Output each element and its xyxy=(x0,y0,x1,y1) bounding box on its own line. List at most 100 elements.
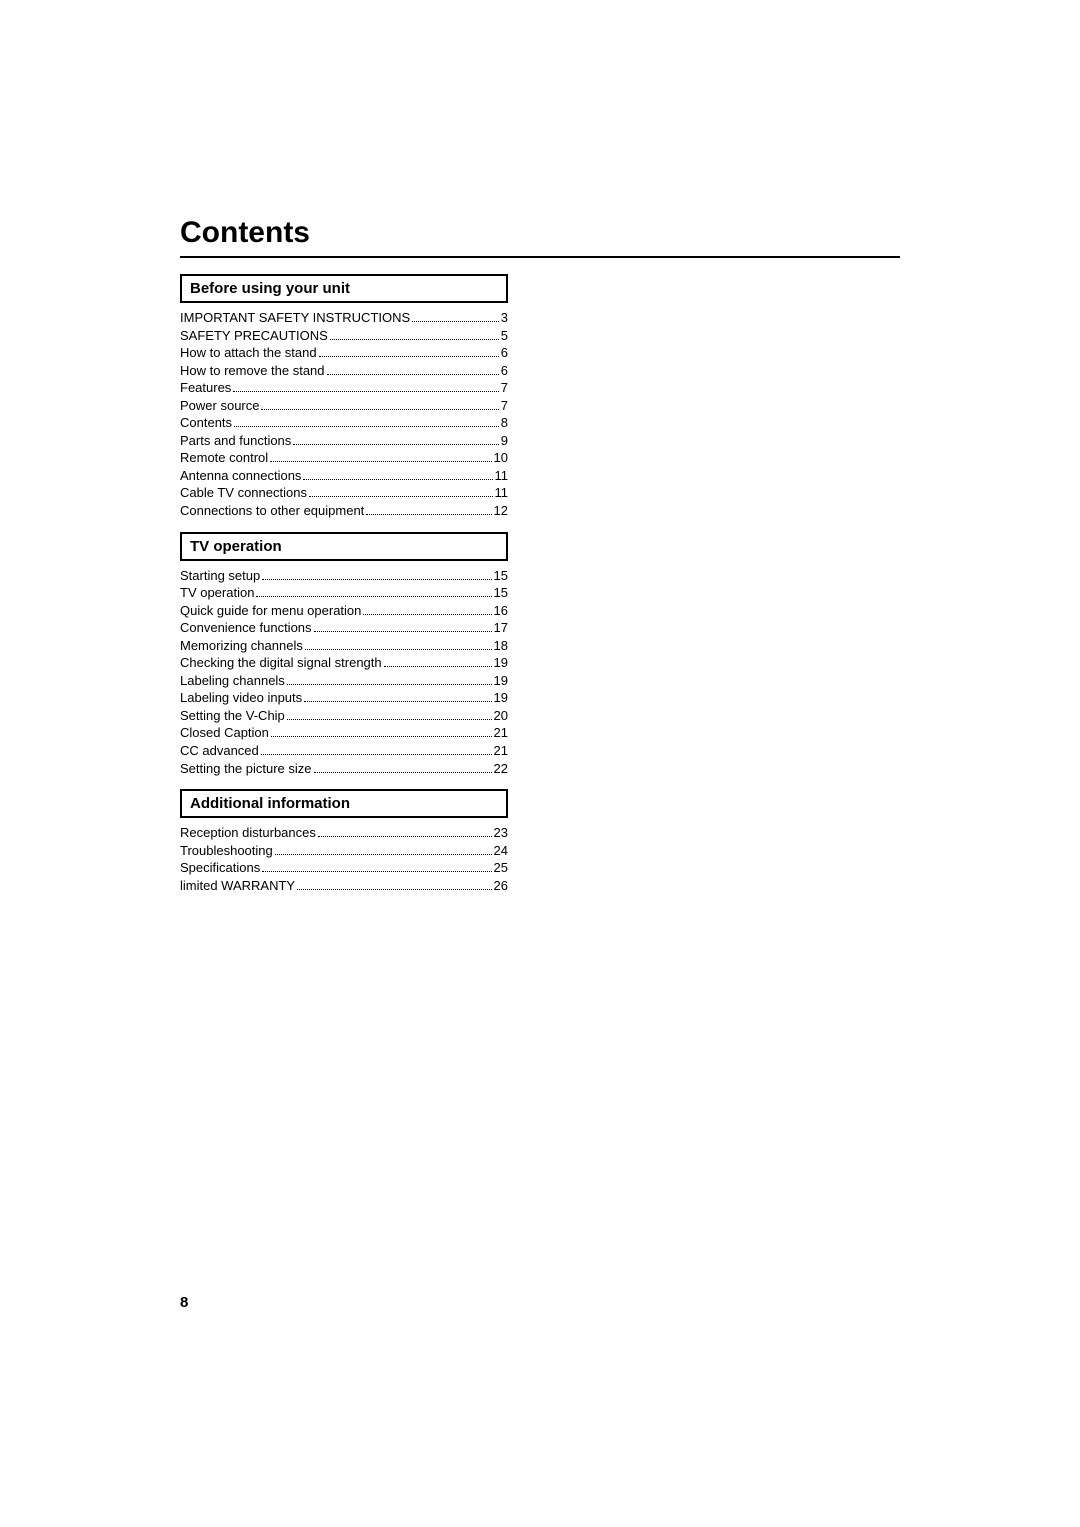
toc-page: 21 xyxy=(494,724,508,742)
toc-dots xyxy=(412,321,499,322)
toc-block-tv-operation: Starting setup 15 TV operation15 Quick gu… xyxy=(180,567,508,778)
toc-block-before-using: IMPORTANT SAFETY INSTRUCTIONS3 SAFETY PR… xyxy=(180,309,508,520)
toc-label: Closed Caption xyxy=(180,724,269,742)
toc-dots xyxy=(262,871,491,872)
toc-row: How to remove the stand6 xyxy=(180,362,508,380)
toc-label: How to attach the stand xyxy=(180,344,317,362)
toc-row: Antenna connections11 xyxy=(180,467,508,485)
toc-label: Connections to other equipment xyxy=(180,502,364,520)
toc-dots xyxy=(287,684,492,685)
toc-label: Features xyxy=(180,379,231,397)
toc-page: 5 xyxy=(501,327,508,345)
section-header-label: TV operation xyxy=(190,538,282,555)
toc-row: IMPORTANT SAFETY INSTRUCTIONS3 xyxy=(180,309,508,327)
toc-label: Quick guide for menu operation xyxy=(180,602,361,620)
toc-page: 8 xyxy=(501,414,508,432)
toc-page: 19 xyxy=(494,689,508,707)
section-header-before-using: Before using your unit xyxy=(180,274,508,303)
toc-label: Convenience functions xyxy=(180,619,312,637)
toc-dots xyxy=(234,426,499,427)
page-title: Contents xyxy=(180,216,900,250)
toc-row: Cable TV connections11 xyxy=(180,484,508,502)
toc-label: Parts and functions xyxy=(180,432,291,450)
toc-dots xyxy=(319,356,499,357)
toc-dots xyxy=(233,391,498,392)
toc-page: 7 xyxy=(501,379,508,397)
toc-label: Setting the V-Chip xyxy=(180,707,285,725)
toc-page: 15 xyxy=(494,584,508,602)
toc-page: 25 xyxy=(494,859,508,877)
toc-page: 19 xyxy=(494,654,508,672)
toc-dots xyxy=(271,736,492,737)
section-header-label: Additional information xyxy=(190,795,350,812)
section-header-tv-operation: TV operation xyxy=(180,532,508,561)
toc-row: limited WARRANTY 26 xyxy=(180,877,508,895)
toc-label: Specifications xyxy=(180,859,260,877)
toc-row: TV operation15 xyxy=(180,584,508,602)
toc-row: Quick guide for menu operation 16 xyxy=(180,602,508,620)
toc-row: Reception disturbances23 xyxy=(180,824,508,842)
toc-dots xyxy=(384,666,492,667)
toc-page: 3 xyxy=(501,309,508,327)
toc-row: Parts and functions9 xyxy=(180,432,508,450)
toc-page: 20 xyxy=(494,707,508,725)
toc-row: Setting the V-Chip 20 xyxy=(180,707,508,725)
toc-dots xyxy=(330,339,499,340)
toc-dots xyxy=(262,579,491,580)
section-header-additional-information: Additional information xyxy=(180,789,508,818)
toc-dots xyxy=(309,496,493,497)
toc-dots xyxy=(314,631,492,632)
toc-row: Features 7 xyxy=(180,379,508,397)
page-content: Contents Before using your unit IMPORTAN… xyxy=(180,216,900,906)
toc-label: Remote control xyxy=(180,449,268,467)
toc-label: Troubleshooting xyxy=(180,842,273,860)
toc-dots xyxy=(261,754,492,755)
toc-block-additional-information: Reception disturbances23 Troubleshooting… xyxy=(180,824,508,894)
toc-row: Closed Caption 21 xyxy=(180,724,508,742)
toc-row: Starting setup 15 xyxy=(180,567,508,585)
toc-label: limited WARRANTY xyxy=(180,877,295,895)
toc-dots xyxy=(304,701,491,702)
toc-page: 10 xyxy=(494,449,508,467)
toc-dots xyxy=(261,409,498,410)
toc-page: 6 xyxy=(501,362,508,380)
toc-dots xyxy=(303,479,492,480)
toc-dots xyxy=(256,596,491,597)
page-number: 8 xyxy=(180,1294,188,1311)
toc-dots xyxy=(327,374,499,375)
toc-label: Cable TV connections xyxy=(180,484,307,502)
toc-label: Checking the digital signal strength xyxy=(180,654,382,672)
toc-dots xyxy=(270,461,491,462)
toc-label: Power source xyxy=(180,397,259,415)
toc-row: Setting the picture size22 xyxy=(180,760,508,778)
toc-page: 22 xyxy=(494,760,508,778)
toc-row: Convenience functions 17 xyxy=(180,619,508,637)
toc-row: Specifications 25 xyxy=(180,859,508,877)
toc-row: Memorizing channels18 xyxy=(180,637,508,655)
toc-page: 18 xyxy=(494,637,508,655)
toc-page: 26 xyxy=(494,877,508,895)
toc-dots xyxy=(297,889,491,890)
toc-page: 24 xyxy=(494,842,508,860)
title-rule xyxy=(180,256,900,258)
toc-page: 16 xyxy=(494,602,508,620)
toc-label: Labeling video inputs xyxy=(180,689,302,707)
toc-row: Contents 8 xyxy=(180,414,508,432)
toc-label: Contents xyxy=(180,414,232,432)
toc-page: 19 xyxy=(494,672,508,690)
toc-label: Reception disturbances xyxy=(180,824,316,842)
toc-label: Starting setup xyxy=(180,567,260,585)
toc-row: CC advanced21 xyxy=(180,742,508,760)
toc-page: 12 xyxy=(494,502,508,520)
toc-row: Power source 7 xyxy=(180,397,508,415)
toc-dots xyxy=(314,772,492,773)
toc-label: SAFETY PRECAUTIONS xyxy=(180,327,328,345)
toc-page: 7 xyxy=(501,397,508,415)
toc-dots xyxy=(287,719,492,720)
toc-row: Checking the digital signal strength 19 xyxy=(180,654,508,672)
toc-dots xyxy=(305,649,492,650)
toc-page: 11 xyxy=(495,467,509,485)
toc-page: 15 xyxy=(494,567,508,585)
toc-row: Troubleshooting 24 xyxy=(180,842,508,860)
toc-page: 17 xyxy=(494,619,508,637)
